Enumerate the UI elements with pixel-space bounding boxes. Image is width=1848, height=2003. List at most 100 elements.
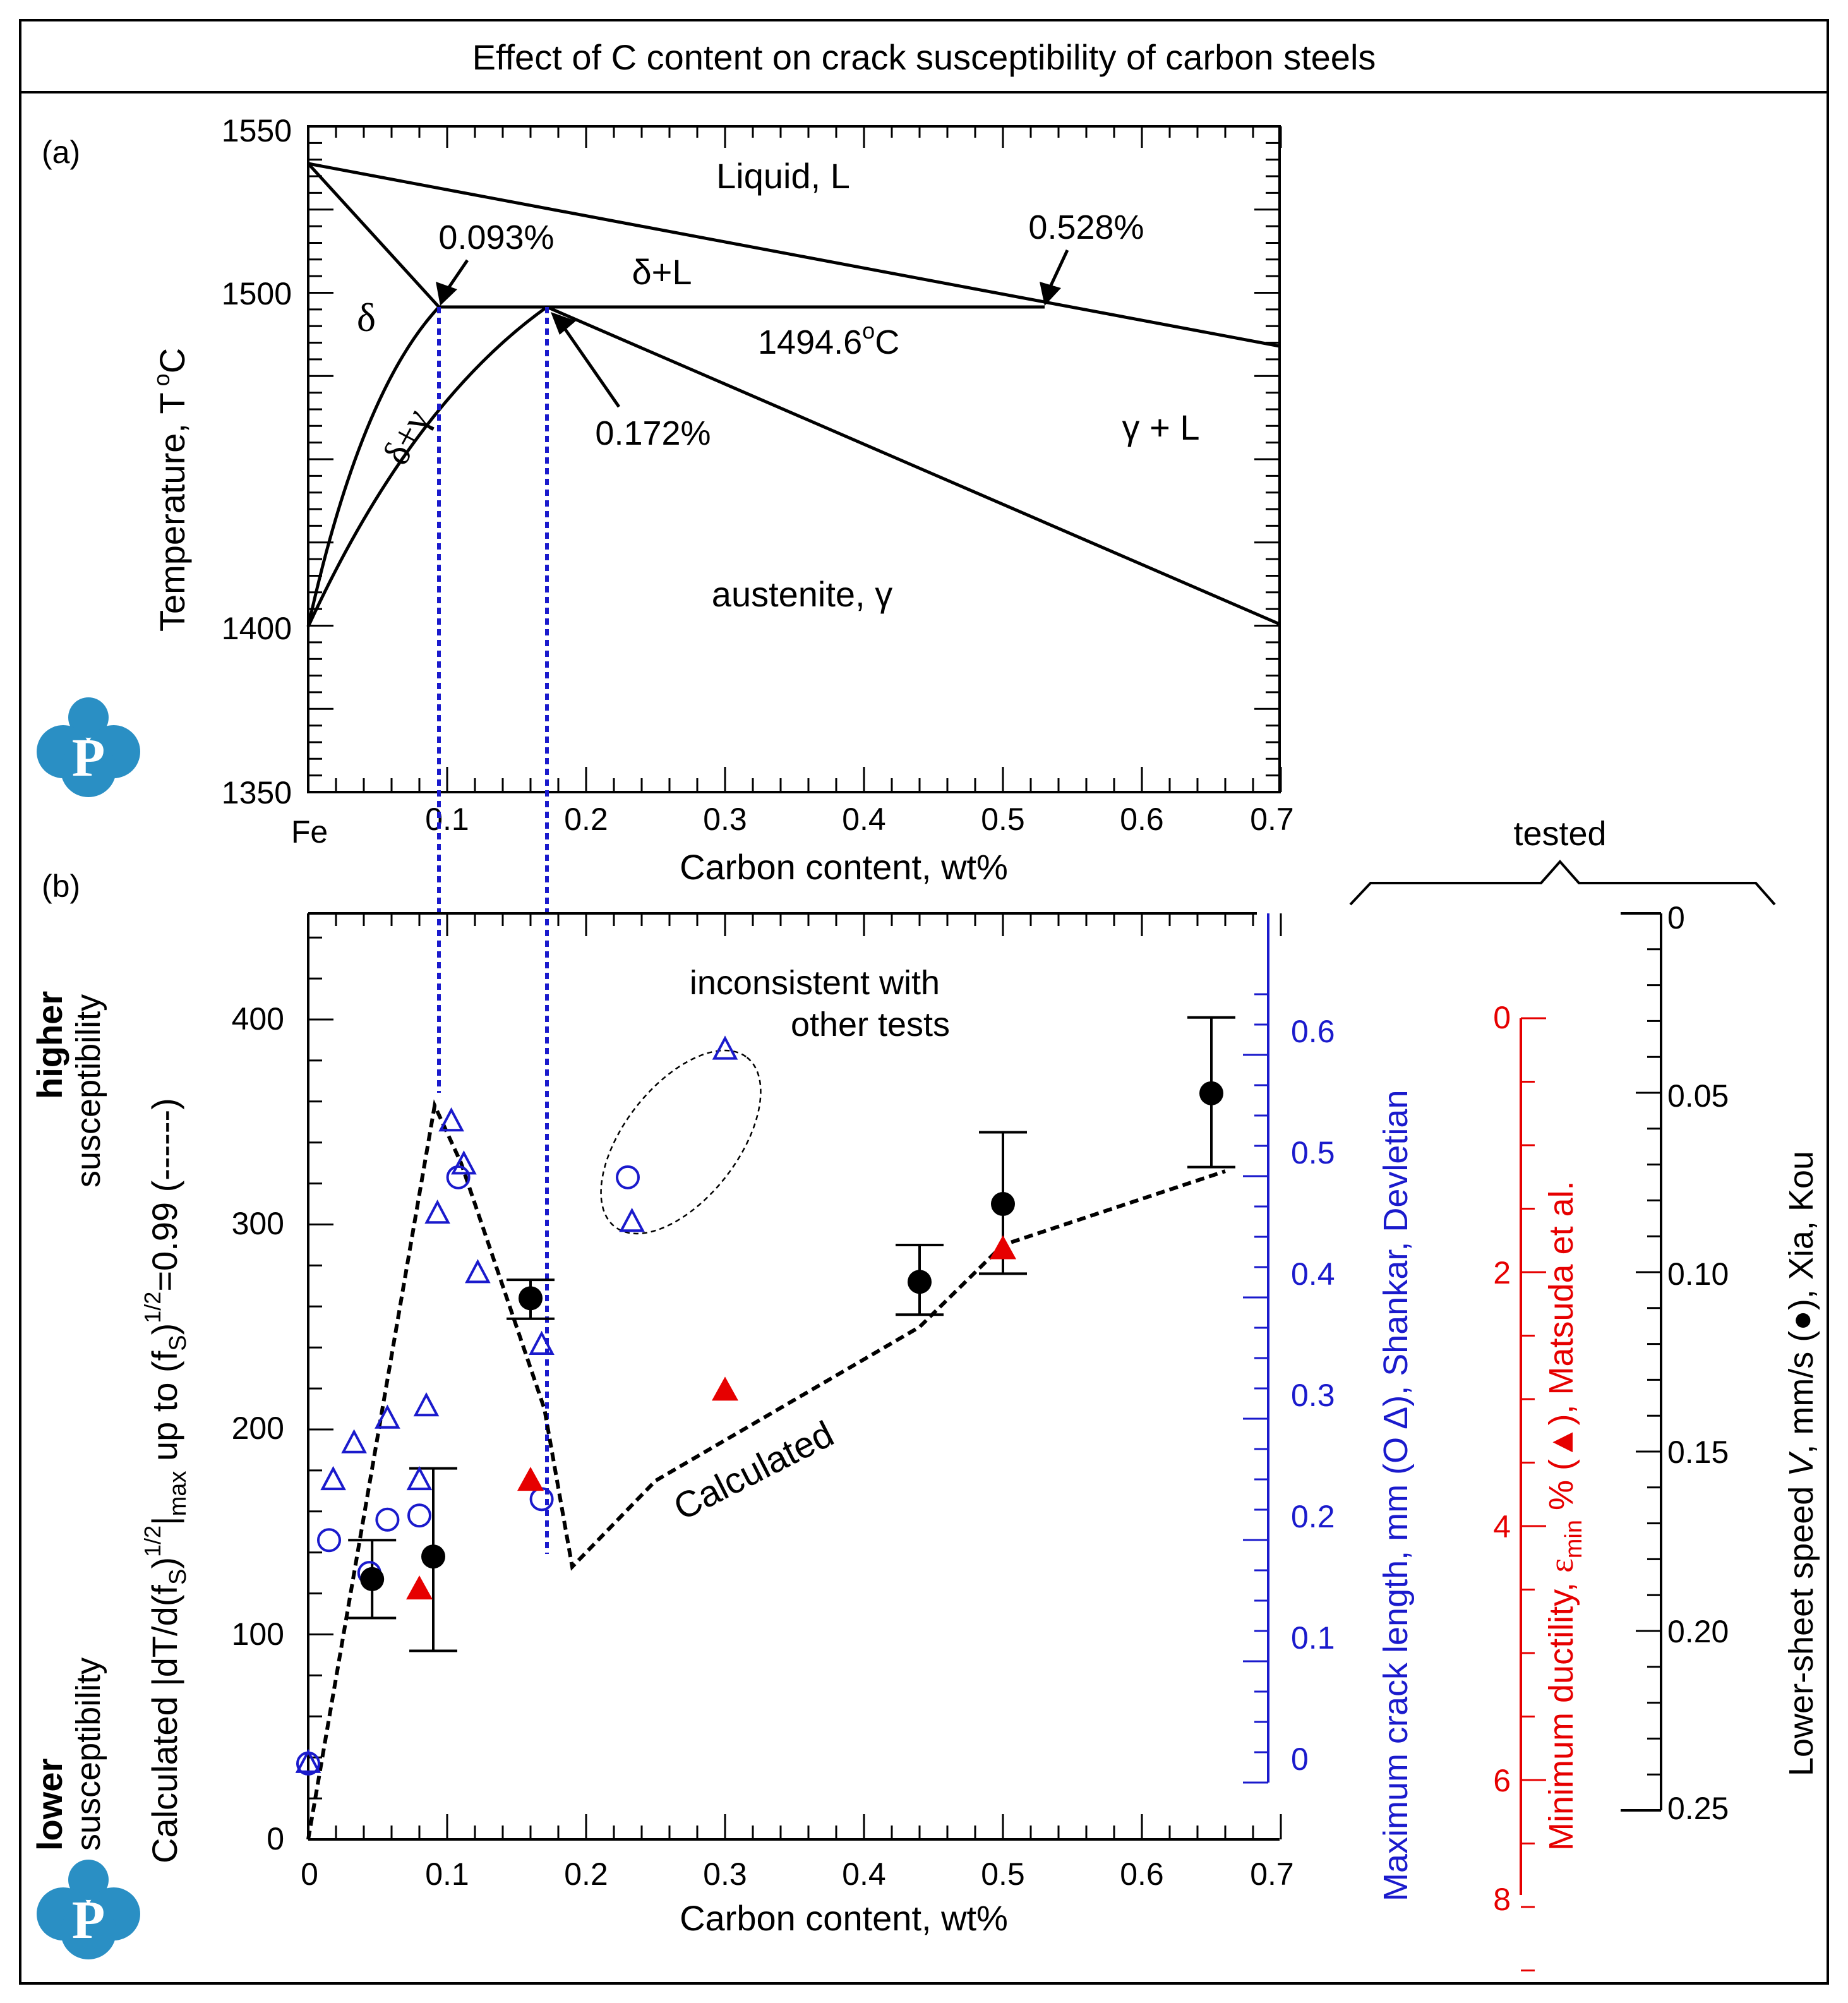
blue-circle-point	[616, 1165, 640, 1189]
x-tick-0.5: 0.5	[981, 1856, 1025, 1892]
phase-y-tick-1550: 1550	[222, 113, 292, 148]
solidus-gamma	[546, 305, 1280, 626]
higher-label: higher	[30, 991, 69, 1099]
lower-label: lower	[30, 1759, 69, 1851]
red-tick-8: 8	[1493, 1882, 1511, 1917]
phase-y-tick-1350: 1350	[222, 775, 292, 810]
blue-triangle-point	[451, 1150, 477, 1175]
blue-triangle-point	[406, 1465, 433, 1491]
red-triangle-point	[517, 1467, 544, 1491]
blue-circle-point	[446, 1165, 471, 1189]
blue-tick-0.2: 0.2	[1291, 1499, 1335, 1534]
crack-susceptibility-panel: (b) 0 100 200 300 400 0 0.1 0.2 0.3 0.4 …	[30, 815, 1820, 1971]
arrow-0528-shaft	[1048, 249, 1069, 289]
red-tick-6: 6	[1493, 1763, 1511, 1798]
higher-sub-label: susceptibility	[69, 994, 107, 1188]
phase-y-axis-label: Temperature, ToC	[148, 348, 192, 632]
arrow-0528-head	[1040, 282, 1061, 306]
blue-tick-0.3: 0.3	[1291, 1378, 1335, 1413]
tested-label: tested	[1513, 815, 1606, 853]
phase-x-tick-0.2: 0.2	[564, 802, 608, 837]
blue-tick-0.6: 0.6	[1291, 1014, 1335, 1049]
speed-tick-0.25: 0.25	[1667, 1791, 1729, 1826]
region-delta-label: δ	[357, 295, 376, 340]
red-triangle-point	[712, 1376, 738, 1401]
phase-x-tick-fe: Fe	[291, 814, 328, 850]
phase-diagram-panel: (a) 1550 1500 1400 1350 Fe 0.1 0.2 0.3 0…	[37, 113, 1294, 887]
inconsistent-annotation-line2: other tests	[791, 1006, 950, 1044]
liquidus-main	[308, 162, 1280, 348]
blue-circle-point	[317, 1528, 341, 1553]
black-circle-point	[519, 1286, 543, 1311]
blue-triangle-point	[712, 1035, 738, 1060]
phase-x-tick-0.6: 0.6	[1120, 802, 1164, 837]
phase-x-tick-0.1: 0.1	[425, 802, 469, 837]
blue-triangle-point	[295, 1748, 321, 1773]
left-tick-400: 400	[232, 1001, 284, 1037]
inconsistent-ellipse	[600, 1049, 762, 1235]
x-tick-0: 0	[301, 1856, 318, 1892]
black-circle-point	[360, 1567, 385, 1591]
calculated-annotation: Calculated	[667, 1413, 840, 1528]
phase-x-tick-0.7: 0.7	[1250, 802, 1294, 837]
red-triangle-point	[406, 1575, 433, 1600]
liquidus-delta	[307, 162, 440, 308]
speed-tick-0.10: 0.10	[1667, 1256, 1729, 1292]
chart-data-layer	[295, 1016, 1235, 1840]
speed-tick-0: 0	[1667, 900, 1685, 935]
region-liquid-label: Liquid, L	[716, 156, 850, 196]
logo-a-blob	[68, 697, 109, 738]
blue-circle-point	[529, 1487, 554, 1512]
annotation-peritectic-temp: 1494.6oC	[758, 318, 899, 361]
logo-b-letter: P	[72, 1889, 105, 1950]
region-gamma-liquid-label: γ + L	[1122, 407, 1200, 447]
arrow-0093-shaft	[447, 259, 469, 289]
logo-a-blob	[61, 742, 116, 797]
black-circle-point	[991, 1192, 1015, 1217]
black-circle-point	[421, 1544, 445, 1569]
speed-tick-0.20: 0.20	[1667, 1614, 1729, 1649]
blue-triangle-point	[529, 1330, 555, 1355]
blue-circle-point	[407, 1503, 431, 1528]
region-austenite-label: austenite, γ	[712, 574, 892, 614]
phase-y-tick-1400: 1400	[222, 611, 292, 646]
logo-b-blob	[61, 1904, 116, 1959]
arrow-0093-head	[436, 282, 457, 306]
logo-a-letter: P	[72, 727, 105, 788]
annotation-0093: 0.093%	[438, 219, 554, 256]
logo-b-blob	[68, 1860, 109, 1900]
publisher-logo-a: P	[37, 697, 140, 797]
region-delta-liquid-label: δ+L	[632, 252, 692, 292]
x-tick-0.4: 0.4	[842, 1856, 886, 1892]
blue-triangle-point	[320, 1465, 346, 1491]
blue-triangle-point	[375, 1404, 400, 1429]
x-tick-0.2: 0.2	[564, 1856, 608, 1892]
speed-tick-0.15: 0.15	[1667, 1435, 1729, 1470]
x-tick-0.7: 0.7	[1250, 1856, 1294, 1892]
gamma-delta-boundary	[306, 305, 548, 628]
phase-x-tick-0.3: 0.3	[703, 802, 747, 837]
panel-a-label: (a)	[42, 135, 80, 170]
publisher-logo-b: P	[37, 1860, 140, 1959]
delta-solvus	[306, 306, 440, 627]
annotation-0528: 0.528%	[1028, 208, 1144, 246]
phase-diagram-ticks	[307, 125, 1282, 793]
black-axis-label: Lower-sheet speed V, mm/s (●), Xia, Kou	[1782, 1151, 1820, 1776]
x-axis-label: Carbon content, wt%	[680, 1898, 1008, 1938]
region-delta-gamma-label: δ+γ	[375, 402, 438, 471]
blue-tick-0.4: 0.4	[1291, 1256, 1335, 1292]
blue-triangle-point	[341, 1429, 367, 1453]
chart-ticks	[307, 912, 1661, 1971]
blue-triangle-point	[413, 1392, 440, 1417]
panel-b-label: (b)	[42, 869, 80, 904]
phase-y-tick-1500: 1500	[222, 276, 292, 311]
blue-tick-0.5: 0.5	[1291, 1135, 1335, 1170]
left-axis-label: Calculated |dT/d(fS)1/2|max up to (fS)1/…	[140, 1098, 191, 1863]
blue-triangle-point	[424, 1200, 450, 1224]
blue-triangle-point	[465, 1259, 491, 1284]
phase-x-tick-0.4: 0.4	[842, 802, 886, 837]
red-tick-2: 2	[1493, 1255, 1511, 1290]
x-tick-0.3: 0.3	[703, 1856, 747, 1892]
blue-tick-0.1: 0.1	[1291, 1620, 1335, 1656]
